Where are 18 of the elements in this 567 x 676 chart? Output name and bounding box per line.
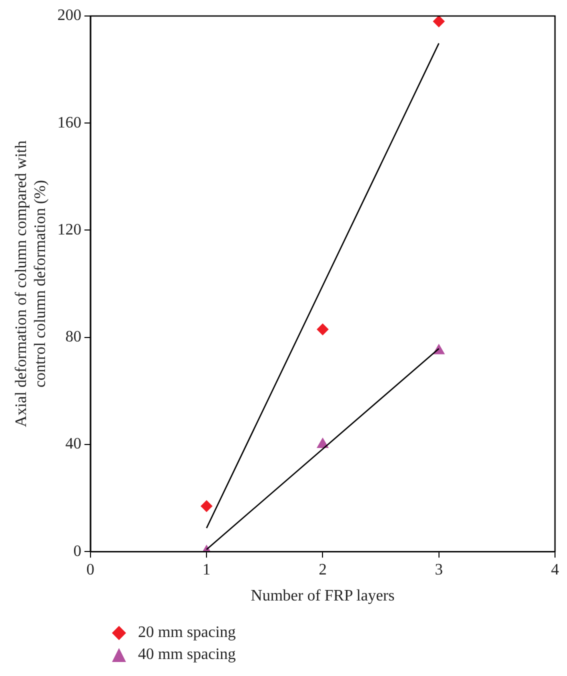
x-axis-title: Number of FRP layers: [250, 588, 395, 605]
y-axis-title: Axial deformation of column compared with control column deformation (%): [12, 140, 50, 428]
legend-label: 20 mm spacing: [138, 624, 236, 642]
x-tick-label: 0: [86, 561, 94, 578]
y-tick-label: 80: [65, 328, 82, 346]
point: [432, 16, 445, 28]
y-tick-label: 40: [65, 436, 82, 453]
legend-label: 40 mm spacing: [138, 646, 236, 664]
y-tick-label: 200: [57, 7, 82, 24]
x-tick-label: 1: [202, 561, 211, 578]
y-tick-label: 0: [73, 542, 82, 560]
y-tick-label: 160: [57, 114, 82, 132]
x-tick-label: 3: [434, 561, 443, 578]
x-tick-label: 4: [551, 561, 559, 578]
point: [316, 323, 329, 336]
y-tick-label: 120: [57, 221, 82, 238]
x-tick-label: 2: [318, 561, 327, 578]
point: [316, 437, 329, 448]
